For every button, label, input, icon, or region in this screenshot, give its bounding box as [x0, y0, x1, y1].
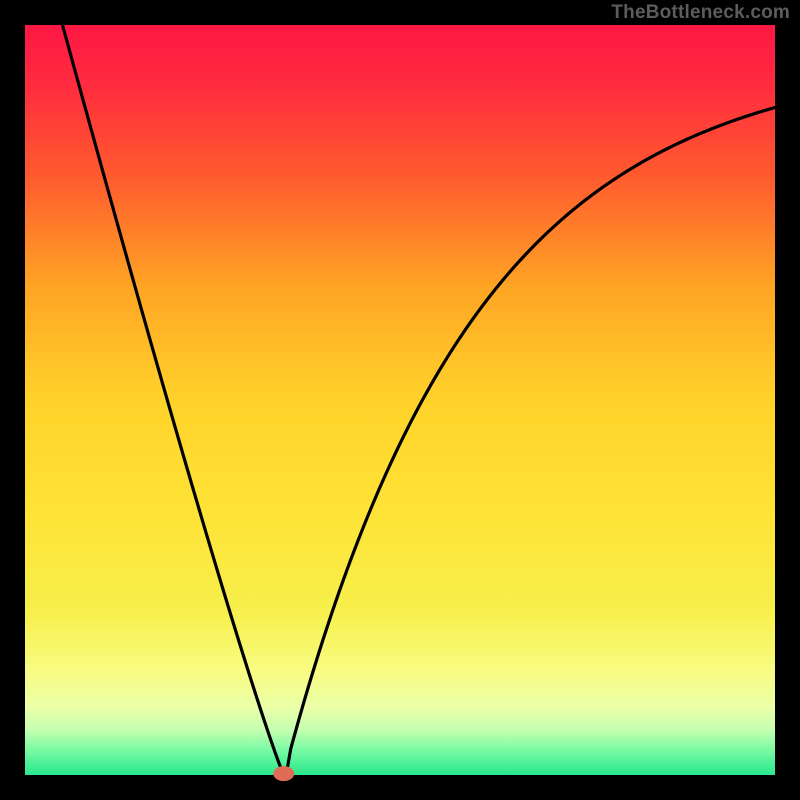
minimum-marker — [274, 767, 294, 781]
plot-background — [25, 25, 775, 775]
bottleneck-chart — [0, 0, 800, 800]
watermark-text: TheBottleneck.com — [611, 2, 790, 24]
chart-container: TheBottleneck.com — [0, 0, 800, 800]
